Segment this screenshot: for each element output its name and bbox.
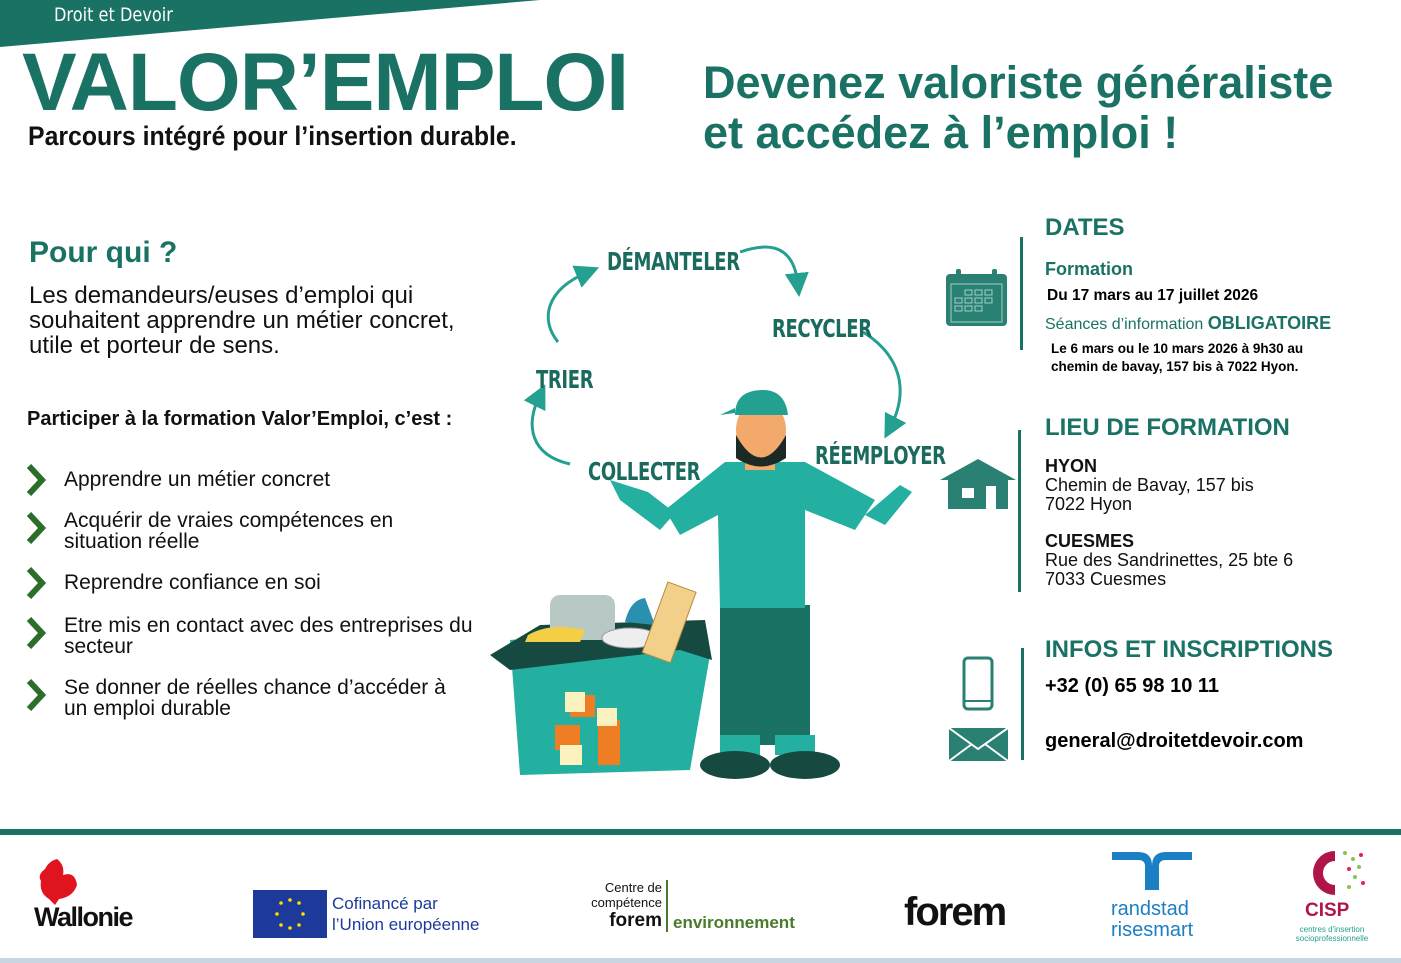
headline: Devenez valoriste généraliste et accédez … xyxy=(703,58,1333,158)
chevron-right-icon xyxy=(26,511,47,545)
participer-heading: Participer à la formation Valor’Emploi, … xyxy=(27,408,453,430)
seances-label: Séances d’information OBLIGATOIRE xyxy=(1045,313,1332,333)
chevron-right-icon xyxy=(26,678,47,712)
benefit-item: Reprendre confiance en soi xyxy=(24,565,484,601)
envelope-icon xyxy=(948,727,1009,762)
benefit-item: Se donner de réelles chance d’accéder à … xyxy=(24,677,454,719)
forem-logo: forem xyxy=(904,890,1007,934)
randstad-logo-mark xyxy=(1112,852,1192,890)
footer-divider xyxy=(0,829,1401,835)
cycle-step-trier: TRIER xyxy=(536,365,594,394)
divider xyxy=(1018,430,1021,592)
wallonie-logo-text: Wallonie xyxy=(34,902,134,932)
cdc-divider xyxy=(666,880,668,932)
program-title: VALOR’EMPLOI xyxy=(22,37,629,128)
seances-details: Le 6 mars ou le 10 mars 2026 à 9h30 au ch… xyxy=(1051,341,1304,374)
lieu-heading: LIEU DE FORMATION xyxy=(1045,414,1290,441)
benefit-item: Apprendre un métier concret xyxy=(24,462,484,498)
headline-line-1: Devenez valoriste généraliste xyxy=(703,57,1334,108)
chevron-right-icon xyxy=(26,566,47,600)
chevron-right-icon xyxy=(26,616,47,650)
benefit-item: Etre mis en contact avec des entreprises… xyxy=(24,615,474,657)
phone-number[interactable]: +32 (0) 65 98 10 11 xyxy=(1045,675,1220,697)
formation-label: Formation xyxy=(1045,259,1133,279)
recycling-worker-illustration xyxy=(490,245,912,779)
organization-name: Droit et Devoir xyxy=(54,4,173,26)
dates-heading: DATES xyxy=(1045,214,1125,241)
calendar-icon xyxy=(946,269,1007,326)
phone-icon xyxy=(962,656,994,711)
cdc-environnement: environnement xyxy=(673,913,795,932)
cycle-arrow xyxy=(523,384,571,466)
pour-qui-heading: Pour qui ? xyxy=(29,236,178,269)
infos-heading: INFOS ET INSCRIPTIONS xyxy=(1045,636,1334,663)
site-cuesmes: CUESMES Rue des Sandrinettes, 25 bte 6 703… xyxy=(1045,531,1294,589)
divider xyxy=(1020,237,1023,350)
program-subtitle: Parcours intégré pour l’insertion durabl… xyxy=(28,121,517,151)
header-banner xyxy=(0,0,540,47)
house-icon xyxy=(940,459,1016,509)
wallonie-rooster-logo xyxy=(39,859,77,905)
cycle-step-recycler: RECYCLER xyxy=(772,314,872,343)
cycle-arrow xyxy=(739,245,809,297)
recycling-bin xyxy=(490,581,712,775)
benefit-item: Acquérir de vraies compétences en situat… xyxy=(24,510,394,552)
eu-flag-logo xyxy=(253,890,327,938)
email-link[interactable]: general@droitetdevoir.com xyxy=(1045,730,1304,752)
cisp-subtitle: centres d'insertion socioprofessionnelle xyxy=(1295,925,1369,943)
worker-figure xyxy=(610,390,912,779)
cycle-step-demanteler: DÉMANTELER xyxy=(607,247,740,276)
cisp-text: CISP xyxy=(1305,900,1350,921)
cisp-logo-mark xyxy=(1313,851,1365,895)
formation-dates: Du 17 mars au 17 juillet 2026 xyxy=(1047,287,1259,304)
divider xyxy=(1021,648,1024,760)
eu-cofinance-text: Cofinancé par l’Union européenne xyxy=(332,894,480,934)
randstad-text: randstad risesmart xyxy=(1111,898,1194,941)
cycle-step-reemployer: RÉEMPLOYER xyxy=(815,441,946,470)
cycle-arrow xyxy=(546,265,600,343)
site-hyon: HYON Chemin de Bavay, 157 bis 7022 Hyon xyxy=(1045,456,1254,514)
chevron-right-icon xyxy=(26,463,47,497)
cycle-arrow xyxy=(862,330,907,439)
cycle-step-collecter: COLLECTER xyxy=(588,457,701,486)
headline-line-2: et accédez à l’emploi ! xyxy=(703,107,1179,158)
bottom-strip xyxy=(0,958,1401,963)
cdc-label: Centre de compétence forem xyxy=(591,880,662,931)
pour-qui-text: Les demandeurs/euses d’emploi qui souhai… xyxy=(29,282,455,359)
